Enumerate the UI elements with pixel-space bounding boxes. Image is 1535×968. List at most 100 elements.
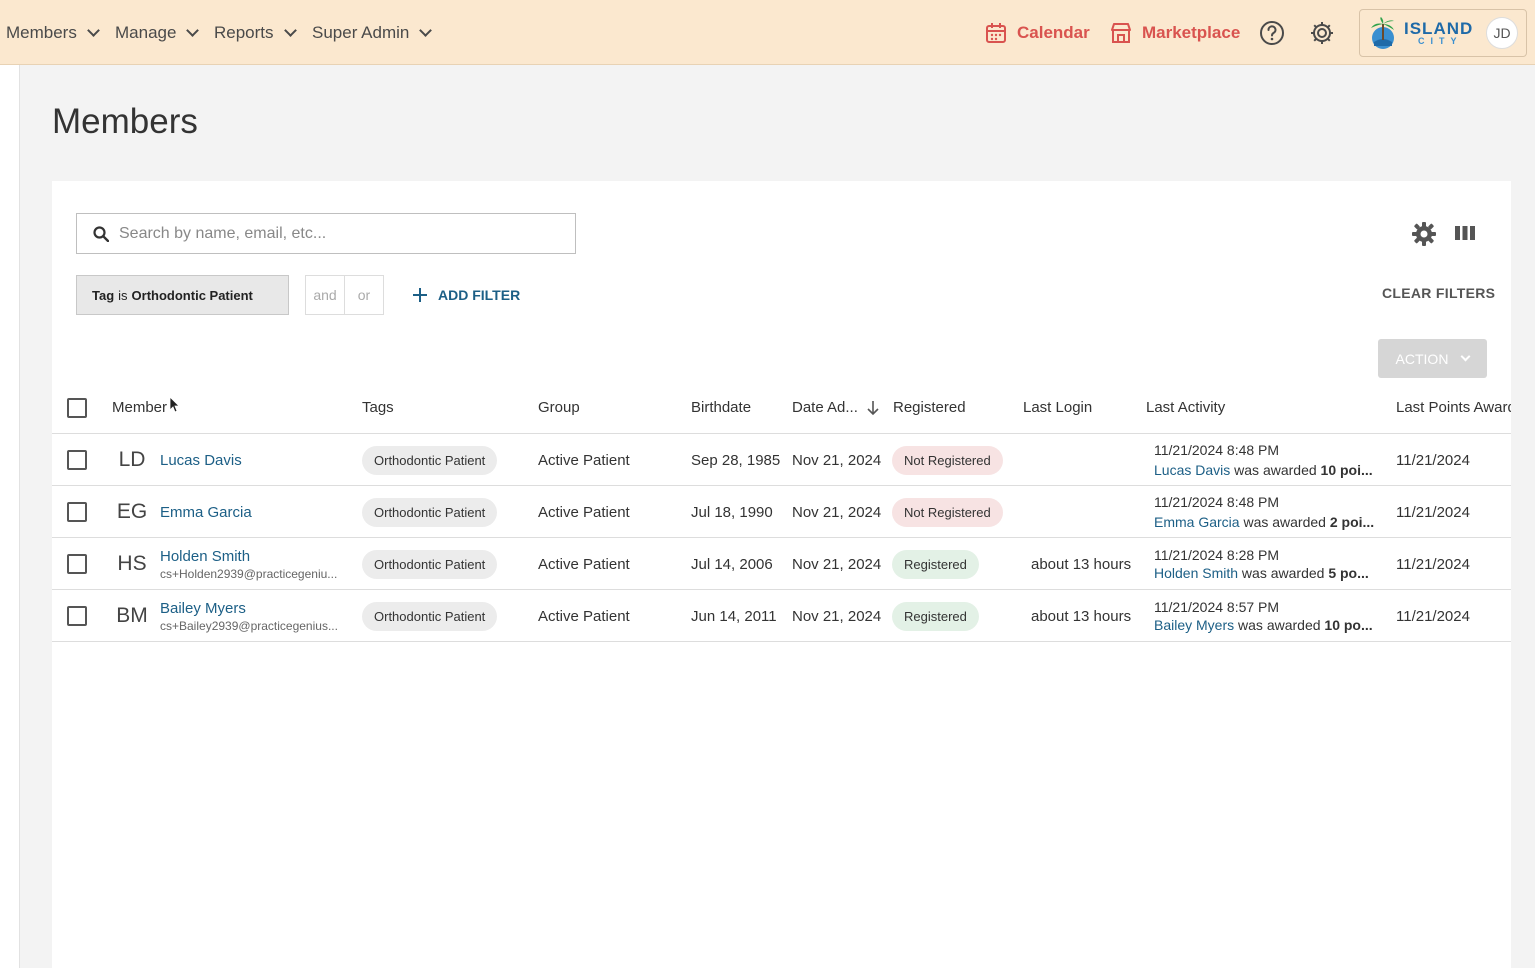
search-box[interactable] (76, 213, 576, 254)
row-checkbox[interactable] (67, 554, 87, 574)
date-added-cell: Nov 21, 2024 (792, 451, 882, 469)
header-date-added[interactable]: Date Ad... (792, 381, 880, 434)
table-row[interactable]: HS Holden Smith cs+Holden2939@practicege… (52, 538, 1511, 590)
tag-pill: Orthodontic Patient (362, 601, 498, 631)
plus-icon (413, 288, 427, 302)
clear-filters-button[interactable]: CLEAR FILTERS (1382, 285, 1496, 301)
activity-member-link[interactable]: Bailey Myers (1154, 617, 1235, 633)
header-birthdate[interactable]: Birthdate (691, 399, 752, 416)
activity-text: was awarded (1239, 514, 1330, 530)
header-group[interactable]: Group (538, 399, 580, 416)
nav-manage[interactable]: Manage (115, 0, 200, 65)
search-input[interactable] (119, 224, 559, 243)
calendar-label: Calendar (1017, 22, 1090, 42)
row-checkbox[interactable] (67, 450, 87, 470)
members-card: Tag is Orthodontic Patient and or ADD FI… (52, 181, 1511, 968)
chevron-down-icon (1460, 351, 1471, 361)
header-tags[interactable]: Tags (362, 399, 394, 416)
status-badge: Registered (892, 549, 979, 579)
activity-time: 11/21/2024 8:57 PM (1154, 599, 1280, 615)
top-nav-bar: Members Manage Reports Super Admin Calen… (0, 0, 1535, 65)
birthdate-cell: Jun 14, 2011 (691, 607, 777, 625)
member-email: cs+Bailey2939@practicegenius... (160, 618, 338, 633)
member-name-link[interactable]: Holden Smith (160, 547, 251, 565)
date-added-cell: Nov 21, 2024 (792, 503, 882, 521)
table-row[interactable]: BM Bailey Myers cs+Bailey2939@practicege… (52, 590, 1511, 642)
table-row[interactable]: LD Lucas Davis Orthodontic Patient Activ… (52, 434, 1511, 486)
nav-manage-label: Manage (115, 22, 177, 42)
and-option[interactable]: and (306, 276, 345, 314)
marketplace-link[interactable]: Marketplace (1110, 0, 1240, 65)
filter-value: Orthodontic Patient (131, 287, 253, 303)
activity-text: was awarded (1238, 565, 1329, 581)
or-option[interactable]: or (357, 287, 371, 303)
last-points-cell: 11/21/2024 (1396, 503, 1470, 521)
nav-reports[interactable]: Reports (214, 0, 297, 65)
chevron-down-icon (419, 23, 433, 37)
header-member[interactable]: Member (112, 399, 168, 416)
tag-pill: Orthodontic Patient (362, 497, 498, 527)
header-last-activity[interactable]: Last Activity (1146, 399, 1226, 416)
marketplace-label: Marketplace (1142, 22, 1241, 42)
member-name-link[interactable]: Emma Garcia (160, 503, 252, 521)
nav-members-label: Members (6, 22, 77, 42)
filter-operator: is (118, 287, 128, 303)
chevron-down-icon (283, 23, 297, 37)
member-initials-avatar: LD (118, 448, 146, 471)
select-all-checkbox[interactable] (67, 397, 87, 418)
calendar-link[interactable]: Calendar (985, 0, 1090, 65)
header-last-login[interactable]: Last Login (1023, 399, 1093, 416)
member-name-link[interactable]: Bailey Myers (160, 599, 246, 617)
last-points-cell: 11/21/2024 (1396, 555, 1470, 573)
row-checkbox[interactable] (67, 502, 87, 522)
columns-icon[interactable] (1455, 224, 1475, 242)
table-row[interactable]: EG Emma Garcia Orthodontic Patient Activ… (52, 486, 1511, 538)
account-switcher[interactable]: ISLAND CITY JD (1359, 9, 1527, 57)
help-icon[interactable] (1259, 20, 1285, 46)
activity-member-link[interactable]: Holden Smith (1154, 565, 1239, 581)
activity-member-link[interactable]: Emma Garcia (1154, 514, 1240, 530)
header-last-points-awarded[interactable]: Last Points Awarde (1396, 399, 1511, 416)
activity-time: 11/21/2024 8:48 PM (1154, 494, 1280, 510)
calendar-icon (986, 22, 1006, 43)
member-name-link[interactable]: Lucas Davis (160, 451, 242, 469)
row-checkbox[interactable] (67, 606, 87, 626)
member-initials-avatar: BM (116, 604, 148, 627)
settings-gear-icon[interactable] (1309, 20, 1335, 46)
status-badge: Not Registered (892, 445, 1003, 475)
status-badge: Registered (892, 601, 979, 631)
last-login-cell: about 13 hours (1031, 555, 1132, 573)
member-initials-avatar: EG (116, 500, 148, 523)
filter-chip-tag[interactable]: Tag is Orthodontic Patient (76, 275, 289, 315)
add-filter-button[interactable]: ADD FILTER (412, 275, 520, 315)
logo-text-line2: CITY (1418, 36, 1463, 46)
table-settings-gear-icon[interactable] (1411, 221, 1437, 247)
activity-text: was awarded (1234, 617, 1325, 633)
user-avatar[interactable]: JD (1486, 17, 1518, 49)
activity-member-link[interactable]: Lucas Davis (1154, 462, 1231, 478)
last-points-cell: 11/21/2024 (1396, 607, 1470, 625)
date-added-cell: Nov 21, 2024 (792, 607, 882, 625)
date-added-cell: Nov 21, 2024 (792, 555, 882, 573)
action-dropdown-button[interactable]: ACTION (1378, 339, 1487, 378)
chevron-down-icon (186, 23, 200, 37)
birthdate-cell: Sep 28, 1985 (691, 451, 781, 469)
island-city-logo (1371, 17, 1394, 49)
header-registered[interactable]: Registered (893, 399, 966, 416)
nav-super-admin[interactable]: Super Admin (312, 0, 433, 65)
group-cell: Active Patient (538, 503, 630, 521)
nav-members[interactable]: Members (6, 0, 100, 65)
search-icon (93, 225, 109, 242)
sort-descending-icon (867, 400, 879, 415)
activity-description: Emma Garcia was awarded 2 poi... (1154, 514, 1376, 530)
last-points-cell: 11/21/2024 (1396, 451, 1470, 469)
member-email: cs+Holden2939@practicegeniu... (160, 566, 338, 581)
activity-description: Bailey Myers was awarded 10 po... (1154, 617, 1376, 633)
activity-description: Lucas Davis was awarded 10 poi... (1154, 462, 1376, 478)
activity-points: 2 poi... (1329, 514, 1375, 530)
tag-pill: Orthodontic Patient (362, 445, 498, 475)
activity-description: Holden Smith was awarded 5 po... (1154, 565, 1376, 581)
logo-text-line1: ISLAND (1404, 19, 1474, 38)
and-or-toggle: and or (305, 275, 384, 315)
birthdate-cell: Jul 14, 2006 (691, 555, 773, 573)
